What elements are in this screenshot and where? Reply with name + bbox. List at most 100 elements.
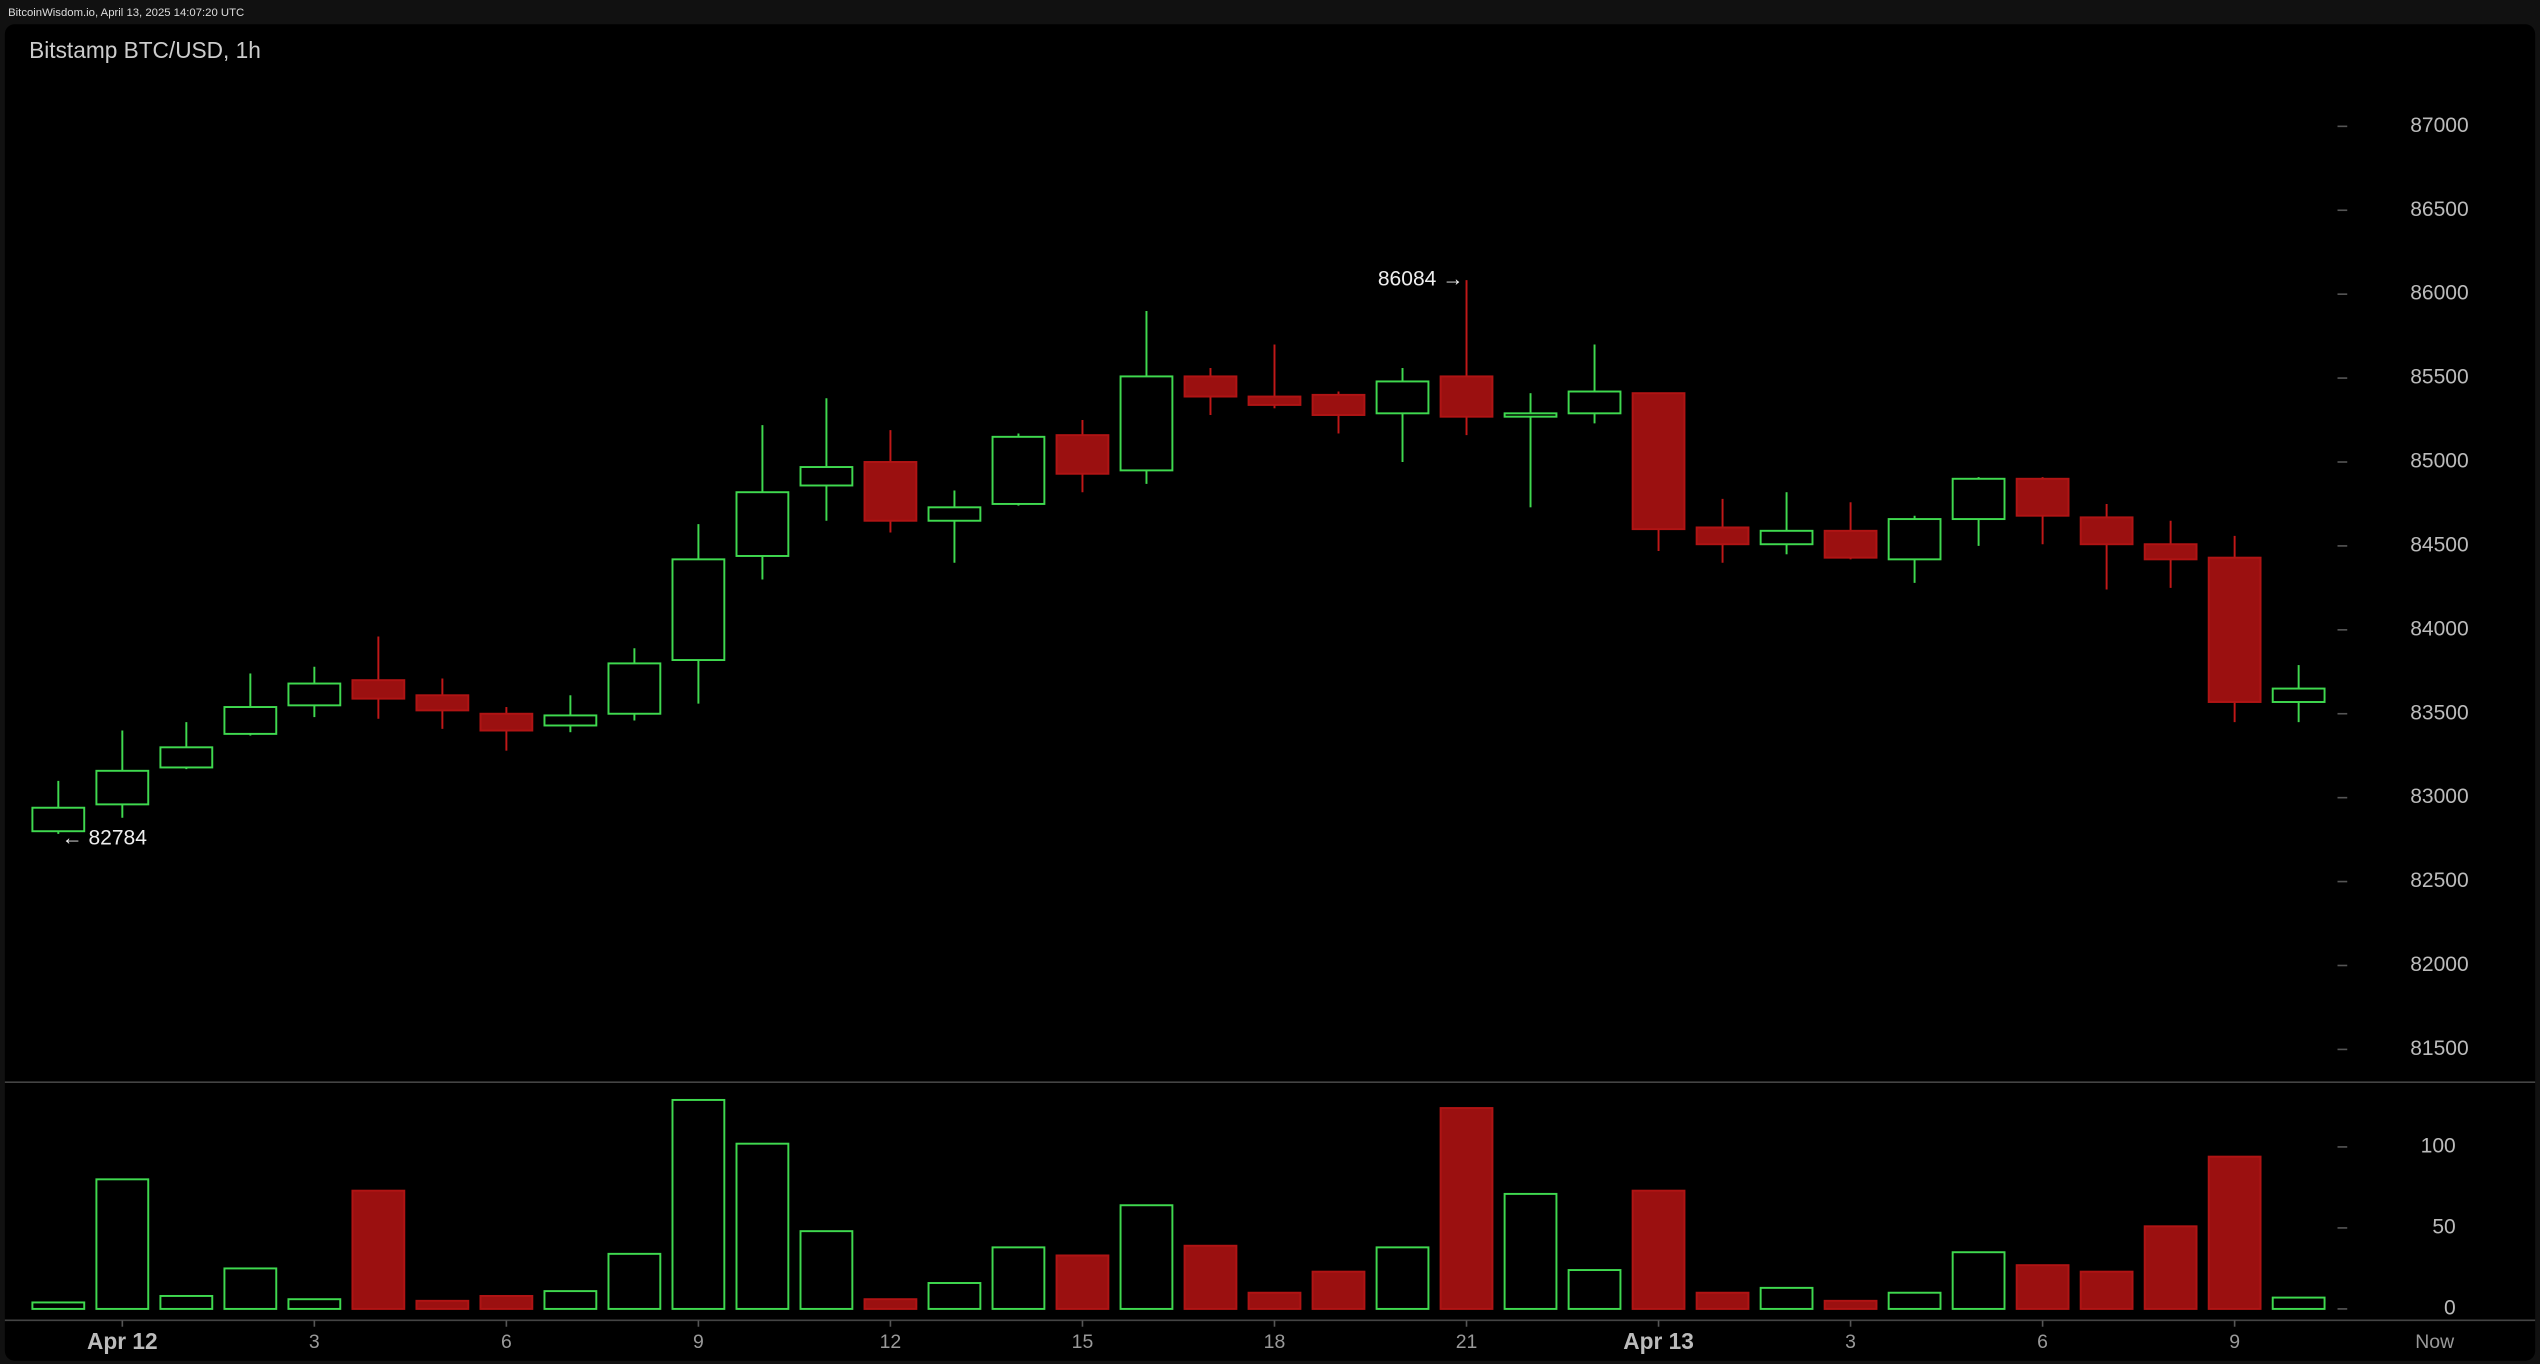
volume-bar bbox=[1311, 1270, 1366, 1310]
volume-bar bbox=[95, 1178, 150, 1310]
candle-body bbox=[287, 682, 342, 707]
candle-body bbox=[223, 706, 278, 735]
candle-body bbox=[1695, 526, 1750, 546]
candle-body bbox=[1439, 375, 1494, 418]
volume-bar bbox=[1247, 1291, 1302, 1310]
candle-body bbox=[1951, 477, 2006, 521]
volume-bar bbox=[159, 1294, 214, 1310]
candle-body bbox=[95, 769, 150, 806]
volume-bar bbox=[863, 1298, 918, 1310]
volume-bar bbox=[1503, 1192, 1558, 1310]
volume-bar bbox=[287, 1298, 342, 1310]
volume-bar bbox=[1567, 1269, 1622, 1310]
y-tick-label: 100 bbox=[2421, 1134, 2456, 1157]
candle-body bbox=[2015, 477, 2070, 517]
volume-bar bbox=[415, 1299, 470, 1310]
candle-body bbox=[1887, 518, 1942, 561]
x-tick-label: 12 bbox=[880, 1331, 902, 1353]
volume-bar bbox=[735, 1142, 790, 1310]
candle-body bbox=[415, 694, 470, 712]
x-tick-label: Apr 12 bbox=[87, 1328, 158, 1354]
panel bbox=[4, 24, 2536, 1361]
candle-body bbox=[159, 746, 214, 769]
y-tick-label: 0 bbox=[2444, 1296, 2456, 1319]
candle-body bbox=[1503, 412, 1558, 418]
annotation: ← 82784 bbox=[62, 826, 148, 849]
candle-body bbox=[1119, 375, 1174, 472]
volume-bar bbox=[351, 1189, 406, 1310]
y-tick-label: 82500 bbox=[2410, 869, 2469, 892]
x-tick-label: 18 bbox=[1264, 1331, 1286, 1353]
y-tick-label: 85000 bbox=[2410, 450, 2469, 473]
volume-bar bbox=[1119, 1204, 1174, 1310]
volume-bar bbox=[1759, 1286, 1814, 1310]
volume-bar bbox=[223, 1267, 278, 1310]
volume-bar bbox=[2271, 1296, 2326, 1310]
y-tick-label: 87000 bbox=[2410, 114, 2469, 137]
y-tick-label: 83500 bbox=[2410, 701, 2469, 724]
x-tick-label: 6 bbox=[2037, 1331, 2048, 1353]
volume-bar bbox=[1183, 1244, 1238, 1310]
volume-bar bbox=[1439, 1107, 1494, 1310]
now-label: Now bbox=[2415, 1331, 2455, 1353]
y-tick-label: 83000 bbox=[2410, 785, 2469, 808]
volume-bar bbox=[607, 1252, 662, 1310]
volume-bar bbox=[1823, 1299, 1878, 1310]
y-tick-label: 81500 bbox=[2410, 1037, 2469, 1060]
candle-body bbox=[2079, 516, 2134, 546]
candle-body bbox=[1247, 395, 1302, 406]
candle-body bbox=[735, 491, 790, 557]
candle-body bbox=[2143, 543, 2198, 561]
candle-body bbox=[351, 679, 406, 700]
y-tick-label: 82000 bbox=[2410, 953, 2469, 976]
volume-bar bbox=[2207, 1155, 2262, 1310]
volume-bar bbox=[2079, 1270, 2134, 1310]
candle-body bbox=[927, 506, 982, 522]
x-tick-label: 21 bbox=[1456, 1331, 1478, 1353]
y-tick-label: 85500 bbox=[2410, 366, 2469, 389]
candle-body bbox=[1631, 392, 1686, 531]
y-tick-label: 86500 bbox=[2410, 198, 2469, 221]
volume-bar bbox=[1055, 1254, 1110, 1310]
volume-bar bbox=[671, 1098, 726, 1310]
candle-body bbox=[991, 435, 1046, 505]
volume-bar bbox=[2143, 1225, 2198, 1310]
volume-bar bbox=[543, 1290, 598, 1310]
candle-body bbox=[543, 714, 598, 727]
candle-body bbox=[671, 558, 726, 662]
volume-bar bbox=[31, 1301, 86, 1310]
candle-body bbox=[31, 806, 86, 833]
x-tick-label: 9 bbox=[693, 1331, 704, 1353]
candle-body bbox=[2207, 556, 2262, 703]
x-tick-label: Apr 13 bbox=[1623, 1328, 1694, 1354]
candle-body bbox=[479, 712, 534, 732]
y-tick-label: 86000 bbox=[2410, 282, 2469, 305]
volume-bar bbox=[1695, 1291, 1750, 1310]
candle-body bbox=[1055, 434, 1110, 475]
volume-bar bbox=[1951, 1251, 2006, 1310]
x-tick-label: 15 bbox=[1072, 1331, 1094, 1353]
volume-bar bbox=[2015, 1264, 2070, 1310]
candle-body bbox=[799, 466, 854, 487]
candle-body bbox=[863, 461, 918, 522]
candle-body bbox=[1375, 380, 1430, 415]
candle-body bbox=[1311, 393, 1366, 416]
x-tick-label: 9 bbox=[2229, 1331, 2240, 1353]
volume-bar bbox=[991, 1246, 1046, 1310]
volume-bar bbox=[799, 1230, 854, 1310]
x-tick-label: 6 bbox=[501, 1331, 512, 1353]
volume-bar bbox=[1887, 1291, 1942, 1310]
y-tick-label: 84000 bbox=[2410, 617, 2469, 640]
volume-bar bbox=[479, 1294, 534, 1310]
x-tick-label: 3 bbox=[1845, 1331, 1856, 1353]
candle-body bbox=[1823, 529, 1878, 559]
candle-body bbox=[1183, 375, 1238, 398]
chart-title: Bitstamp BTC/USD, 1h bbox=[29, 37, 261, 63]
candle-body bbox=[2271, 687, 2326, 703]
annotation: 86084 → bbox=[1378, 268, 1463, 291]
candle-body bbox=[607, 662, 662, 715]
y-tick-label: 84500 bbox=[2410, 533, 2469, 556]
candle-body bbox=[1759, 529, 1814, 546]
candle-body bbox=[1567, 390, 1622, 415]
volume-bar bbox=[1375, 1246, 1430, 1310]
